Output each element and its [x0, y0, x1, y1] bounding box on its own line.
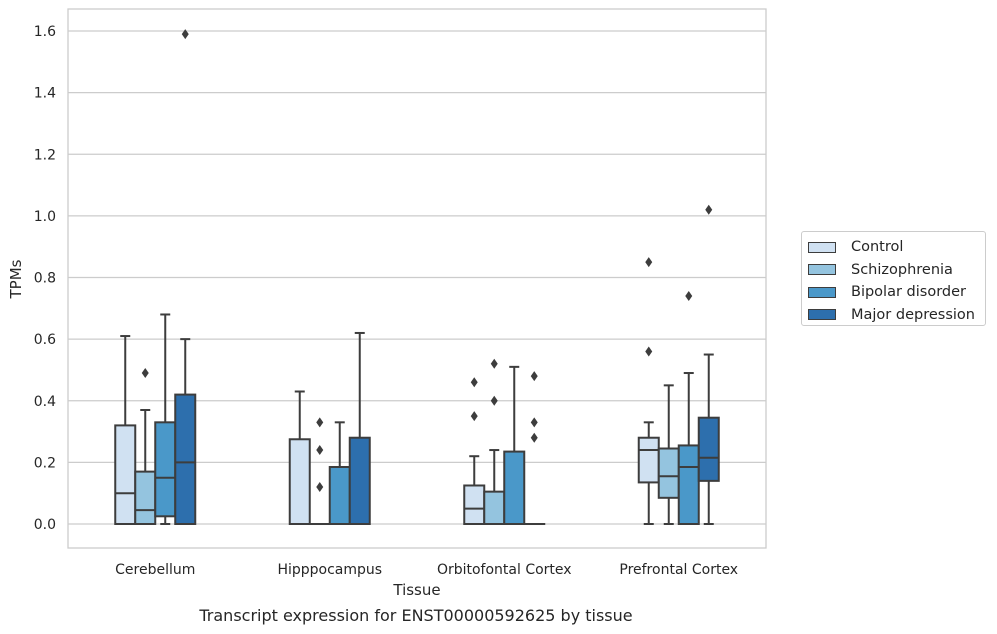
legend-item: Schizophrenia	[808, 259, 985, 282]
x-tick-label: Hipppocampus	[277, 562, 382, 578]
box	[348, 436, 371, 526]
y-tick-label: 0.0	[34, 517, 56, 533]
box-plot	[697, 204, 720, 525]
outlier-point	[316, 482, 324, 493]
y-tick-label: 0.4	[34, 394, 56, 410]
box	[134, 470, 157, 525]
y-axis-label: TPMs	[7, 259, 25, 299]
y-tick-label: 1.0	[34, 209, 56, 225]
y-tick-label: 1.2	[34, 147, 56, 163]
outlier-point	[490, 395, 498, 406]
y-tick-labels: 0.0 0.2 0.4 0.6 0.8 1.0 1.2 1.4 1.6	[34, 24, 56, 533]
outlier-point	[685, 290, 693, 301]
box	[483, 490, 506, 526]
legend-item: Major depression	[808, 304, 985, 327]
box-plot	[174, 29, 197, 525]
box	[114, 424, 137, 525]
legend-label: Bipolar disorder	[851, 284, 966, 301]
box	[637, 436, 660, 484]
x-tick-labels: Cerebellum Hipppocampus Orbitofontal Corte…	[115, 562, 738, 578]
box	[328, 465, 351, 526]
legend-swatch	[808, 264, 836, 276]
box	[463, 484, 486, 525]
outlier-point	[470, 377, 478, 388]
legend-item: Bipolar disorder	[808, 281, 985, 304]
outlier-point	[141, 368, 149, 379]
outlier-point	[645, 257, 653, 268]
box-plot	[637, 257, 660, 525]
outlier-point	[470, 411, 478, 422]
legend-swatch	[808, 309, 836, 321]
box-plot	[677, 290, 700, 526]
y-tick-label: 0.8	[34, 271, 56, 287]
legend: Control Schizophrenia Bipolar disorder Majo…	[801, 231, 986, 326]
legend-swatch	[808, 241, 836, 253]
box	[697, 416, 720, 482]
outlier-point	[705, 204, 713, 215]
outlier-point	[530, 432, 538, 443]
box-plot	[503, 365, 526, 526]
box	[174, 393, 197, 525]
box-plot	[523, 371, 546, 526]
legend-label: Control	[851, 239, 904, 256]
outlier-point	[530, 371, 538, 382]
legend-item: Control	[808, 236, 985, 259]
box	[503, 450, 526, 526]
x-tick-label: Orbitofontal Cortex	[437, 562, 572, 578]
box	[657, 447, 680, 499]
y-tick-label: 0.6	[34, 332, 56, 348]
y-tick-label: 1.6	[34, 24, 56, 40]
box-plot	[348, 331, 371, 526]
legend-label: Schizophrenia	[851, 261, 953, 278]
box-plot	[328, 421, 351, 526]
box-plot	[134, 368, 157, 525]
box-plot	[657, 384, 680, 525]
legend-label: Major depression	[851, 306, 975, 323]
outlier-point	[181, 29, 189, 40]
legend-swatch	[808, 286, 836, 298]
outlier-point	[530, 417, 538, 428]
x-tick-label: Prefrontal Cortex	[619, 562, 738, 578]
x-axis-label: Tissue	[392, 581, 440, 599]
outlier-point	[316, 417, 324, 428]
outlier-point	[316, 445, 324, 456]
box	[677, 444, 700, 526]
box-plots	[114, 29, 720, 526]
outlier-point	[490, 358, 498, 369]
figure-caption: Transcript expression for ENST0000059262…	[199, 606, 633, 625]
outlier-point	[645, 346, 653, 357]
box	[154, 421, 177, 518]
y-tick-label: 0.2	[34, 455, 56, 471]
y-tick-label: 1.4	[34, 86, 56, 102]
x-tick-label: Cerebellum	[115, 562, 195, 578]
box	[288, 438, 311, 525]
box-plot	[288, 390, 311, 525]
